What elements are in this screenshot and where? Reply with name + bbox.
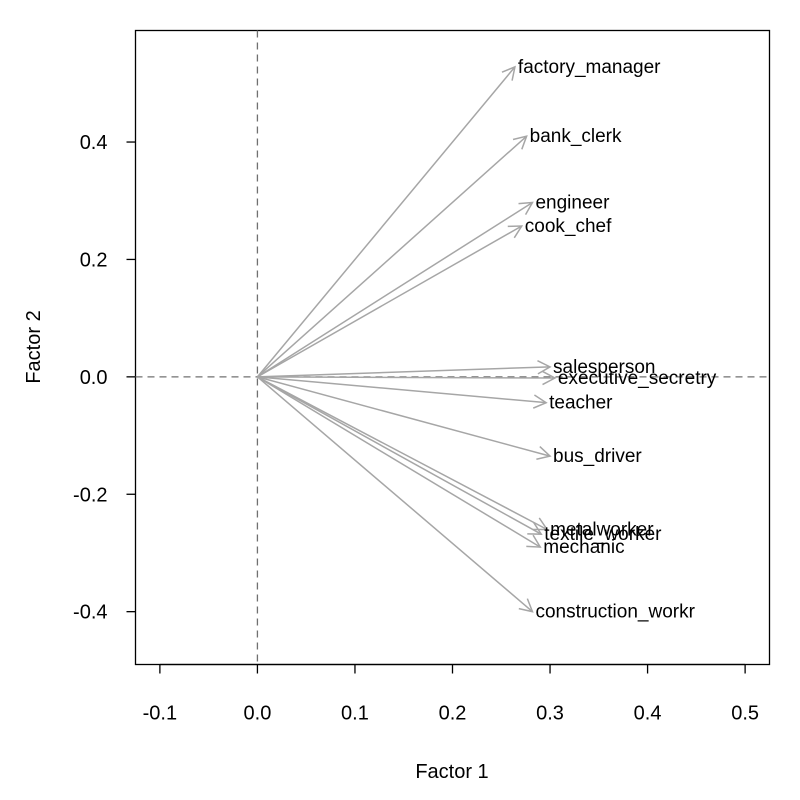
x-tick-label: 0.1 [341, 703, 369, 725]
loading-vector-engineer [257, 201, 533, 378]
vector-label-metalworker: metalworker [550, 519, 654, 540]
vector-label-textile_worker: textile_worker [544, 524, 662, 545]
y-tick-label: 0.0 [80, 367, 108, 389]
y-tick-label: -0.4 [73, 602, 107, 624]
y-tick-label: 0.4 [80, 132, 108, 154]
loading-vector-construction_workr [256, 376, 533, 613]
arrowhead-factory_manager [501, 65, 516, 81]
vector-label-bank_clerk: bank_clerk [530, 126, 622, 147]
arrowhead-executive_secretry [542, 370, 557, 386]
x-axis: -0.1 0.0 0.1 0.2 0.3 0.4 0.5 [143, 663, 759, 725]
vector-label-mechanic: mechanic [543, 537, 624, 558]
y-axis-title: Factor 2 [23, 310, 45, 383]
reference-lines [135, 30, 770, 665]
x-tick-label: -0.1 [143, 703, 177, 725]
plot-frame [134, 29, 771, 666]
vector-label-teacher: teacher [549, 393, 613, 414]
loading-vector-bank_clerk [256, 135, 528, 378]
arrowhead-bank_clerk [512, 135, 528, 150]
y-tick-label: -0.2 [73, 484, 107, 506]
loading-vectors [256, 65, 557, 613]
x-tick-label: 0.4 [634, 703, 662, 725]
vector-label-cook_chef: cook_chef [525, 216, 612, 237]
vector-label-salesperson: salesperson [553, 357, 655, 378]
vector-label-factory_manager: factory_manager [518, 57, 661, 78]
arrowhead-mechanic [526, 534, 542, 548]
loading-vector-cook_chef [257, 225, 523, 378]
x-tick-label: 0.2 [439, 703, 467, 725]
vector-label-construction_workr: construction_workr [535, 602, 695, 623]
vector-label-engineer: engineer [535, 193, 610, 214]
loading-vector-factory_manager [256, 66, 516, 378]
y-axis: -0.4 -0.2 0.0 0.2 0.4 [73, 132, 136, 624]
loading-vector-metalworker [257, 376, 548, 531]
arrowhead-construction_workr [518, 598, 534, 613]
arrowhead-textile_worker [527, 522, 543, 535]
x-axis-title: Factor 1 [415, 761, 488, 783]
loading-vector-executive_secretry [257, 376, 555, 379]
loading-vector-mechanic [257, 376, 541, 548]
arrowhead-cook_chef [507, 225, 524, 239]
x-tick-label: 0.0 [244, 703, 272, 725]
loading-vector-bus_driver [257, 376, 551, 457]
x-tick-label: 0.3 [536, 703, 564, 725]
loading-vector-teacher [257, 376, 547, 404]
vector-label-bus_driver: bus_driver [553, 446, 642, 467]
y-tick-label: 0.2 [80, 249, 108, 271]
arrowhead-salesperson [537, 360, 552, 375]
loading-vector-salesperson [257, 366, 551, 378]
loading-vector-textile_worker [257, 376, 542, 535]
vector-label-executive_secretry: executive_secretry [558, 368, 717, 389]
arrowhead-bus_driver [536, 445, 552, 460]
x-tick-label: 0.5 [731, 703, 759, 725]
arrowhead-teacher [532, 394, 548, 409]
loading-labels: factory_manager bank_clerk engineercook_ch… [518, 57, 717, 623]
arrowhead-engineer [518, 201, 534, 216]
